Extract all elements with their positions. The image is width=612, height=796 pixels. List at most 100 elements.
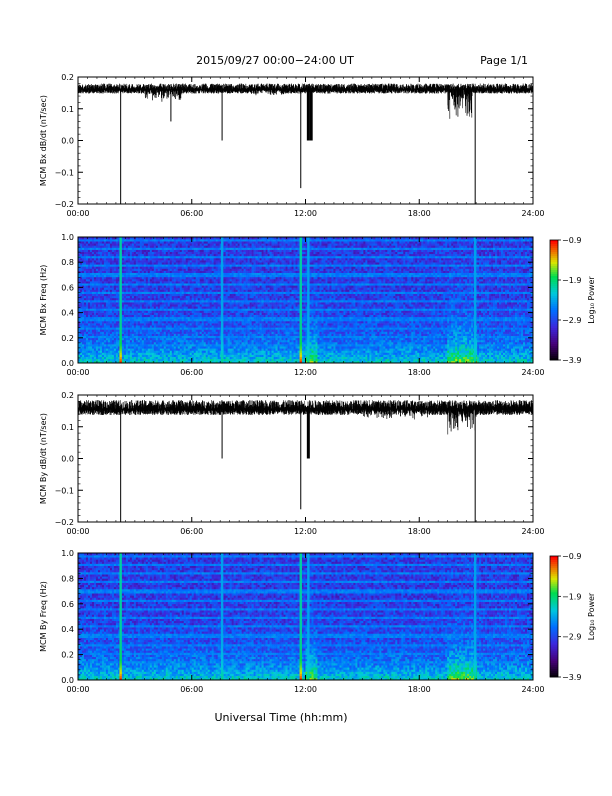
spectrogram-cell bbox=[140, 350, 142, 352]
spectrogram-cell bbox=[200, 348, 202, 350]
spectrogram-cell bbox=[194, 342, 196, 344]
spectrogram-cell bbox=[228, 323, 230, 325]
spectrogram-cell bbox=[92, 300, 94, 302]
spectrogram-cell bbox=[122, 279, 124, 281]
spectrogram-cell bbox=[206, 273, 208, 275]
spectrogram-cell bbox=[208, 319, 210, 321]
spectrogram-cell bbox=[178, 252, 180, 254]
spectrogram-cell bbox=[112, 357, 114, 359]
spectrogram-cell bbox=[194, 338, 196, 340]
spectrogram-cell bbox=[156, 271, 158, 273]
spectrogram-cell bbox=[110, 319, 112, 321]
spectrogram-cell bbox=[228, 250, 230, 252]
spectrogram-cell bbox=[88, 277, 90, 279]
spectrogram-cell bbox=[90, 311, 92, 313]
spectrogram-cell bbox=[196, 252, 198, 254]
spectrogram-cell bbox=[166, 304, 168, 306]
spectrogram-cell bbox=[98, 256, 100, 258]
spectrogram-cell bbox=[88, 325, 90, 327]
spectrogram-cell bbox=[198, 338, 200, 340]
spectrogram-cell bbox=[216, 294, 218, 296]
spectrogram-cell bbox=[82, 292, 84, 294]
spectrogram-cell bbox=[186, 346, 188, 348]
spectrogram-cell bbox=[94, 239, 96, 241]
spectrogram-cell bbox=[236, 311, 238, 313]
spectrogram-cell bbox=[170, 298, 172, 300]
spectrogram-cell bbox=[186, 300, 188, 302]
spectrogram-cell bbox=[128, 329, 130, 331]
spectrogram-cell bbox=[142, 355, 144, 357]
spectrogram-cell bbox=[226, 302, 228, 304]
spectrogram-cell bbox=[186, 353, 188, 355]
spectrogram-cell bbox=[174, 355, 176, 357]
spectrogram-cell bbox=[130, 304, 132, 306]
spectrogram-cell bbox=[154, 283, 156, 285]
spectrogram-cell bbox=[112, 279, 114, 281]
spectrogram-cell bbox=[108, 250, 110, 252]
spectrogram-cell bbox=[214, 308, 216, 310]
spectrogram-cell bbox=[204, 338, 206, 340]
spectrogram-cell bbox=[130, 353, 132, 355]
spectrogram-cell bbox=[182, 306, 184, 308]
spectrogram-cell bbox=[232, 334, 234, 336]
spectrogram-cell bbox=[140, 359, 142, 361]
spectrogram-cell bbox=[236, 239, 238, 241]
spectrogram-cell bbox=[224, 334, 226, 336]
spectrogram-cell bbox=[178, 340, 180, 342]
spectrogram-cell bbox=[90, 254, 92, 256]
spectrogram-cell bbox=[202, 302, 204, 304]
spectrogram-cell bbox=[162, 279, 164, 281]
spectrogram-cell bbox=[92, 317, 94, 319]
spectrogram-cell bbox=[160, 254, 162, 256]
spectrogram-cell bbox=[142, 256, 144, 258]
spectrogram-cell bbox=[234, 321, 236, 323]
spectrogram-cell bbox=[234, 256, 236, 258]
spectrogram-cell bbox=[144, 342, 146, 344]
spectrogram-cell bbox=[226, 260, 228, 262]
spectrogram-cell bbox=[116, 323, 118, 325]
spectrogram-cell bbox=[122, 308, 124, 310]
spectrogram-cell bbox=[138, 294, 140, 296]
spectrogram-cell bbox=[178, 327, 180, 329]
spectrogram-cell bbox=[132, 315, 134, 317]
spectrogram-cell bbox=[94, 283, 96, 285]
spectrogram-cell bbox=[138, 298, 140, 300]
spectrogram-cell bbox=[192, 325, 194, 327]
spectrogram-cell bbox=[122, 332, 124, 334]
spectrogram-cell bbox=[166, 315, 168, 317]
spectrogram-cell bbox=[166, 338, 168, 340]
spectrogram-cell bbox=[134, 258, 136, 260]
spectrogram-cell bbox=[110, 321, 112, 323]
spectrogram-cell bbox=[82, 245, 84, 247]
spectrogram-cell bbox=[160, 266, 162, 268]
spectrogram-cell bbox=[122, 287, 124, 289]
spectrogram-cell bbox=[198, 294, 200, 296]
spectrogram-cell bbox=[114, 294, 116, 296]
spectrogram-cell bbox=[176, 325, 178, 327]
spectrogram-cell bbox=[226, 287, 228, 289]
spectrogram-cell bbox=[236, 254, 238, 256]
spectrogram-cell bbox=[164, 275, 166, 277]
spectrogram-cell bbox=[112, 321, 114, 323]
spectrogram-cell bbox=[162, 241, 164, 243]
spectrogram-cell bbox=[106, 317, 108, 319]
spectrogram-cell bbox=[86, 281, 88, 283]
spectrogram-cell bbox=[82, 317, 84, 319]
spectrogram-cell bbox=[136, 241, 138, 243]
spectrogram-cell bbox=[152, 342, 154, 344]
spectrogram-cell bbox=[130, 254, 132, 256]
spectrogram-cell bbox=[150, 332, 152, 334]
spectrogram-cell bbox=[86, 308, 88, 310]
spectrogram-cell bbox=[148, 321, 150, 323]
spectrogram-cell bbox=[208, 357, 210, 359]
spectrogram-cell bbox=[182, 342, 184, 344]
spectrogram-cell bbox=[168, 321, 170, 323]
spectrogram-cell bbox=[80, 243, 82, 245]
spectrogram-cell bbox=[182, 256, 184, 258]
spectrogram-cell bbox=[236, 319, 238, 321]
spectrogram-cell bbox=[204, 245, 206, 247]
spectrogram-cell bbox=[190, 323, 192, 325]
spectrogram-cell bbox=[184, 332, 186, 334]
spectrogram-cell bbox=[166, 323, 168, 325]
spectrogram-cell bbox=[224, 336, 226, 338]
